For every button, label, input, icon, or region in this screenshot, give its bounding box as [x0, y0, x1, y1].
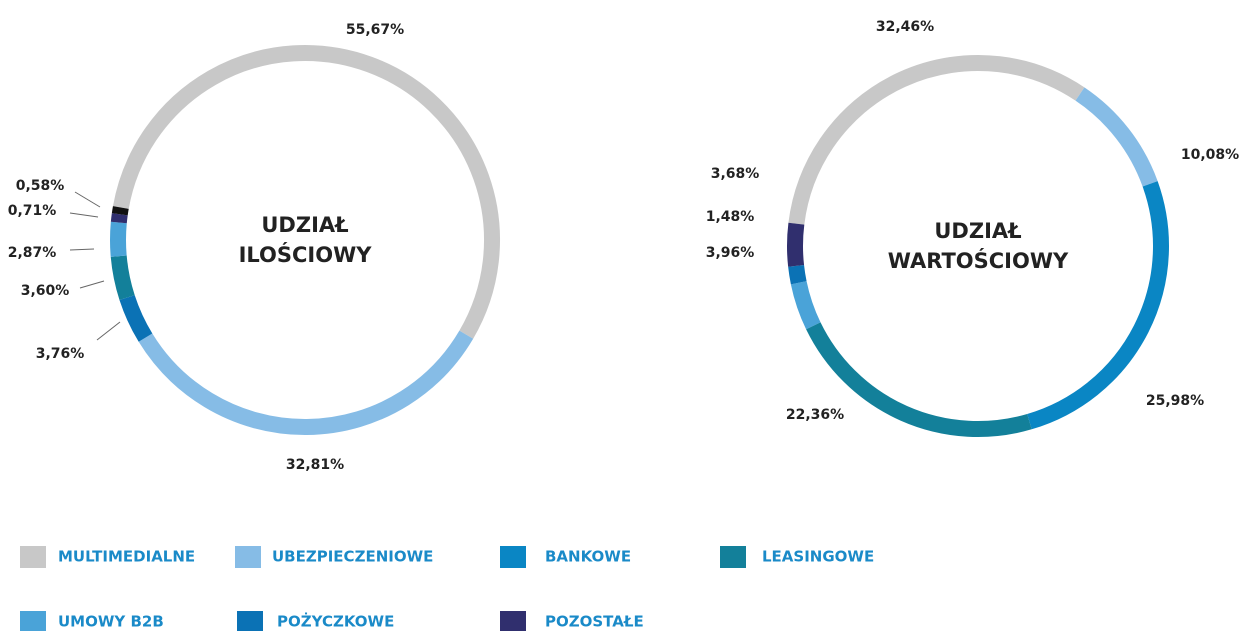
value-label: 25,98%	[1146, 393, 1204, 409]
center-label: WARTOŚCIOWY	[888, 248, 1069, 273]
legend-label: UMOWY B2B	[58, 613, 164, 631]
leader-line	[96, 321, 121, 341]
value-label: 0,58%	[16, 178, 65, 194]
value-label: 3,76%	[36, 346, 85, 362]
donut-segment	[111, 206, 129, 216]
value-label: 55,67%	[346, 22, 404, 38]
value-label: 10,08%	[1181, 147, 1239, 163]
value-label: 3,68%	[711, 166, 760, 182]
donut-segment	[112, 45, 500, 339]
donut-segment	[110, 213, 128, 224]
legend-swatch	[237, 611, 263, 631]
value-label: 32,46%	[876, 19, 934, 35]
donut-segment	[806, 322, 1032, 437]
center-label: ILOŚCIOWY	[239, 242, 373, 267]
donut-segment	[138, 330, 474, 435]
leader-line	[79, 280, 105, 289]
donut-segment	[110, 255, 135, 301]
value-label: 32,81%	[286, 457, 344, 473]
value-label: 0,71%	[8, 203, 57, 219]
donut-segment	[787, 222, 805, 267]
value-label: 22,36%	[786, 407, 844, 423]
donut-segment	[790, 280, 821, 330]
leader-line	[74, 191, 101, 208]
leader-line	[69, 212, 99, 218]
legend-swatch	[20, 546, 46, 568]
legend-label: LEASINGOWE	[762, 548, 874, 566]
center-label: UDZIAŁ	[934, 219, 1021, 243]
leader-line	[69, 248, 95, 251]
legend-label: POŻYCZKOWE	[277, 612, 394, 631]
donut-segment	[788, 264, 807, 285]
value-label: 1,48%	[706, 209, 755, 225]
donut-segment	[788, 55, 1085, 225]
legend-label: UBEZPIECZENIOWE	[272, 548, 433, 566]
value-label: 3,96%	[706, 245, 755, 261]
legend-swatch	[720, 546, 746, 568]
legend-label: POZOSTAŁE	[545, 613, 644, 631]
legend-label: BANKOWE	[545, 548, 631, 566]
donut-segment	[110, 221, 127, 257]
center-label: UDZIAŁ	[261, 213, 348, 237]
donut-segment	[119, 294, 153, 342]
legend-swatch	[20, 611, 46, 631]
legend-swatch	[235, 546, 261, 568]
value-label: 3,60%	[21, 283, 70, 299]
donut-segment	[1027, 181, 1169, 430]
donut-segment	[1075, 87, 1158, 187]
legend-swatch	[500, 546, 526, 568]
legend-label: MULTIMEDIALNE	[58, 548, 195, 566]
legend-swatch	[500, 611, 526, 631]
value-label: 2,87%	[8, 245, 57, 261]
